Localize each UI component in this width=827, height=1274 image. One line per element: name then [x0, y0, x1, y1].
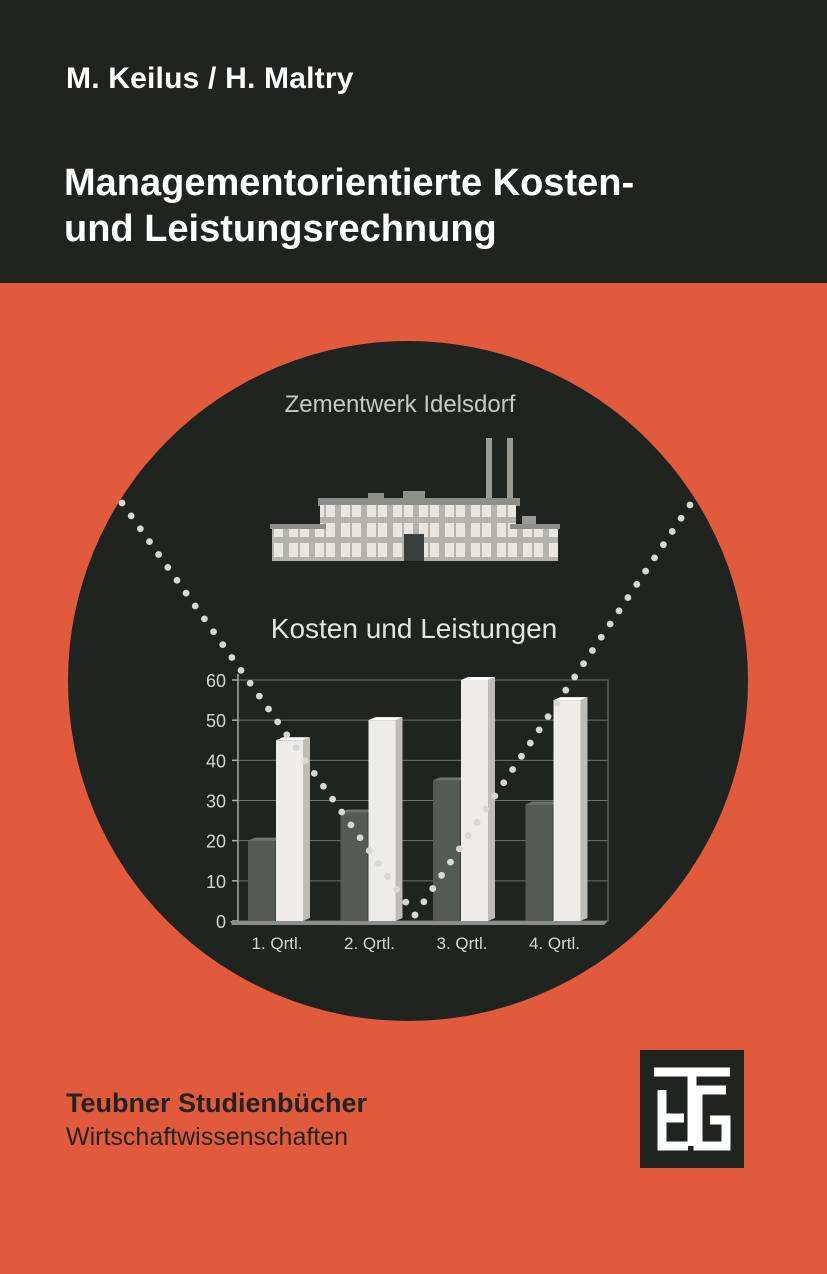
trajectory-dot [283, 731, 291, 739]
trajectory-dot [292, 744, 300, 752]
y-tick-label: 50 [206, 711, 226, 731]
x-tick-label: 4. Qrtl. [529, 934, 580, 953]
trajectory-dot [553, 699, 561, 707]
x-tick-label: 3. Qrtl. [436, 934, 487, 953]
trajectory-dot [642, 567, 650, 575]
bar-chart: 0 10 20 30 40 50 60 1. Qrtl. 2. Qrtl. 3. Qrtl. 4. … [206, 671, 609, 953]
y-tick-label: 40 [206, 751, 226, 771]
trajectory-dot [633, 580, 641, 588]
trajectory-dot [544, 713, 552, 721]
trajectory-dot [127, 512, 135, 520]
trajectory-dot [136, 525, 144, 533]
trajectory-dot [535, 726, 543, 734]
y-tick-label: 20 [206, 832, 226, 852]
trajectory-dot [597, 633, 605, 641]
bar-light [553, 697, 588, 921]
black-disc [68, 341, 748, 1021]
trajectory-dot [320, 782, 327, 790]
trajectory-dot [509, 766, 516, 773]
trajectory-dot [447, 858, 454, 866]
trajectory-dot [329, 795, 336, 803]
trajectory-dot [246, 679, 254, 687]
title-band [0, 0, 827, 283]
trajectory-dot [301, 757, 309, 764]
trajectory-dot [237, 666, 245, 674]
trajectory-dot [274, 718, 282, 726]
trajectory-dot [562, 686, 570, 694]
trajectory-dot [500, 779, 508, 787]
trajectory-dot [365, 847, 373, 855]
series-subtitle: Wirtschaftwissenschaften [66, 1123, 349, 1151]
trajectory-dot [473, 819, 481, 826]
trajectory-dot [482, 805, 490, 813]
bar-light [368, 717, 403, 921]
trajectory-dot [219, 641, 227, 649]
trajectory-dot [438, 871, 446, 879]
y-tick-label: 30 [206, 792, 226, 812]
trajectory-dot [429, 885, 437, 892]
bar-light [461, 677, 495, 921]
trajectory-dot [173, 576, 181, 584]
trajectory-dot [265, 705, 272, 713]
book-title: Managementorientierte Kosten- und Leistu… [64, 160, 634, 252]
trajectory-dot [338, 808, 346, 816]
trajectory-dot [210, 628, 217, 636]
trajectory-dot [146, 538, 153, 546]
bar-light [276, 737, 310, 921]
chart-title: Kosten und Leistungen [271, 613, 557, 644]
trajectory-dot [384, 872, 391, 880]
trajectory-dot [164, 563, 172, 571]
factory-icon [270, 438, 560, 561]
trajectory-dot [606, 620, 614, 628]
trajectory-dot [356, 834, 364, 842]
plant-name: Zementwerk Idelsdorf [285, 391, 516, 418]
dotted-trajectory [118, 499, 694, 919]
trajectory-dot [677, 514, 685, 522]
y-tick-label: 0 [216, 912, 226, 932]
x-tick-label: 2. Qrtl. [344, 934, 395, 953]
trajectory-dot [491, 792, 499, 800]
trajectory-dot [455, 845, 463, 853]
trajectory-dot [402, 898, 410, 906]
trajectory-dot [411, 911, 419, 919]
chart-floor [230, 921, 608, 925]
trajectory-dot [255, 692, 263, 700]
title-line-2: und Leistungsrechnung [64, 208, 497, 250]
trajectory-dot [589, 647, 596, 654]
trajectory-dot [686, 501, 694, 509]
y-tick-label: 10 [206, 872, 226, 892]
trajectory-dot [191, 602, 199, 610]
trajectory-dot [518, 752, 525, 760]
trajectory-dot [310, 769, 318, 777]
y-tick-label: 60 [206, 671, 226, 691]
trajectory-dot [615, 607, 623, 615]
trajectory-dot [228, 654, 236, 661]
series-title: Teubner Studienbücher [66, 1088, 368, 1118]
x-tick-label: 1. Qrtl. [251, 934, 302, 953]
trajectory-dot [420, 898, 428, 906]
trajectory-dot [624, 594, 632, 601]
trajectory-dot [464, 832, 472, 840]
authors: M. Keilus / H. Maltry [66, 62, 354, 95]
trajectory-dot [659, 541, 667, 549]
trajectory-dot [182, 589, 190, 597]
trajectory-dot [393, 885, 401, 893]
trajectory-dot [347, 821, 355, 829]
trajectory-dot [155, 551, 163, 558]
trajectory-dot [651, 554, 658, 562]
trajectory-dot [201, 615, 208, 623]
title-line-1: Managementorientierte Kosten- [64, 162, 635, 204]
trajectory-dot [374, 860, 382, 867]
trajectory-dot [580, 660, 587, 668]
trajectory-dot [526, 739, 534, 747]
trajectory-dot [571, 673, 579, 681]
publisher-logo-icon [640, 1050, 744, 1168]
trajectory-dot [118, 499, 126, 507]
trajectory-dot [668, 528, 676, 535]
